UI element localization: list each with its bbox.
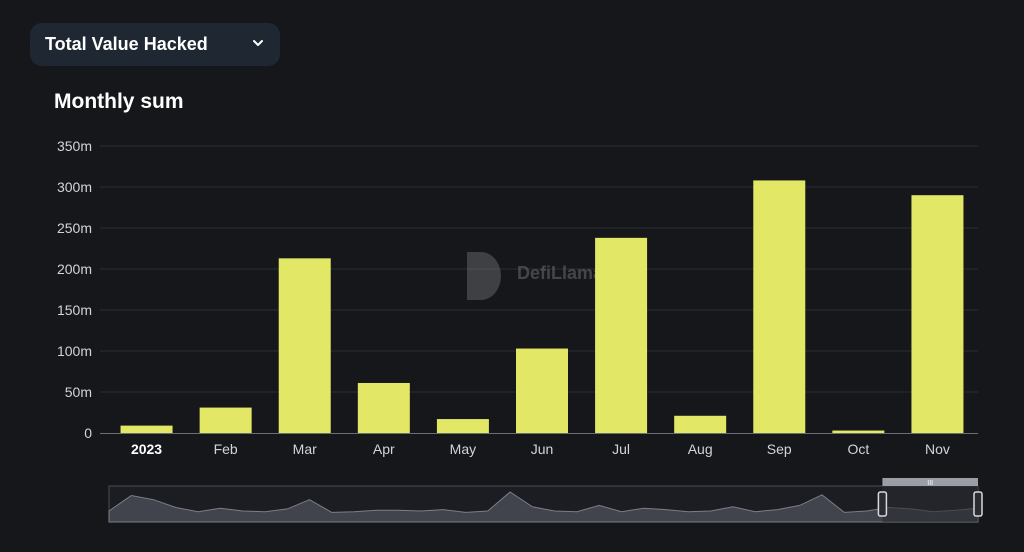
bar[interactable]: [357, 382, 410, 433]
bar[interactable]: [120, 425, 173, 433]
bar[interactable]: [911, 195, 964, 433]
y-tick-label: 350m: [57, 138, 92, 154]
bar[interactable]: [436, 419, 489, 433]
y-tick-label: 100m: [57, 343, 92, 359]
metric-dropdown[interactable]: Total Value Hacked: [30, 23, 280, 66]
bar[interactable]: [516, 348, 568, 433]
slider-drag-bar[interactable]: [882, 478, 978, 486]
x-axis: 2023 Feb Mar Apr May Jun Jul Aug Sep Oct Nov: [131, 441, 950, 457]
y-tick-label: 0: [84, 425, 92, 441]
slider-right-handle[interactable]: [973, 491, 983, 517]
x-tick-label: Jul: [612, 441, 630, 457]
y-tick-label: 300m: [57, 179, 92, 195]
x-tick-label: Sep: [767, 441, 792, 457]
chart-grid: [100, 145, 978, 434]
y-axis: 0 50m 100m 150m 200m 250m 300m 350m: [57, 138, 92, 441]
slider-left-handle[interactable]: [877, 491, 888, 517]
zoom-slider[interactable]: III: [108, 478, 983, 523]
bar[interactable]: [199, 407, 252, 433]
x-tick-label: Feb: [214, 441, 238, 457]
x-tick-label: Jun: [531, 441, 554, 457]
y-tick-label: 150m: [57, 302, 92, 318]
bar[interactable]: [595, 237, 648, 433]
chevron-down-icon: [253, 40, 263, 46]
slider-selection[interactable]: [882, 486, 978, 522]
x-tick-label: Oct: [847, 441, 869, 457]
y-tick-label: 250m: [57, 220, 92, 236]
slider-grip-label: III: [927, 480, 933, 487]
bar[interactable]: [674, 415, 727, 433]
chart-title: Monthly sum: [54, 90, 184, 113]
x-tick-label: 2023: [131, 441, 162, 457]
watermark: DefiLlama: [467, 252, 604, 300]
bar[interactable]: [832, 430, 885, 433]
x-tick-label: Nov: [925, 441, 950, 457]
x-tick-label: Aug: [688, 441, 713, 457]
x-tick-label: May: [450, 441, 476, 457]
x-tick-label: Apr: [373, 441, 395, 457]
defillama-logo-icon: [467, 252, 501, 300]
bars: [120, 180, 964, 433]
watermark-text: DefiLlama: [517, 263, 604, 283]
x-tick-label: Mar: [293, 441, 317, 457]
metric-dropdown-label: Total Value Hacked: [45, 34, 208, 54]
y-tick-label: 200m: [57, 261, 92, 277]
bar[interactable]: [753, 180, 806, 433]
bar[interactable]: [278, 258, 331, 433]
y-tick-label: 50m: [65, 384, 92, 400]
